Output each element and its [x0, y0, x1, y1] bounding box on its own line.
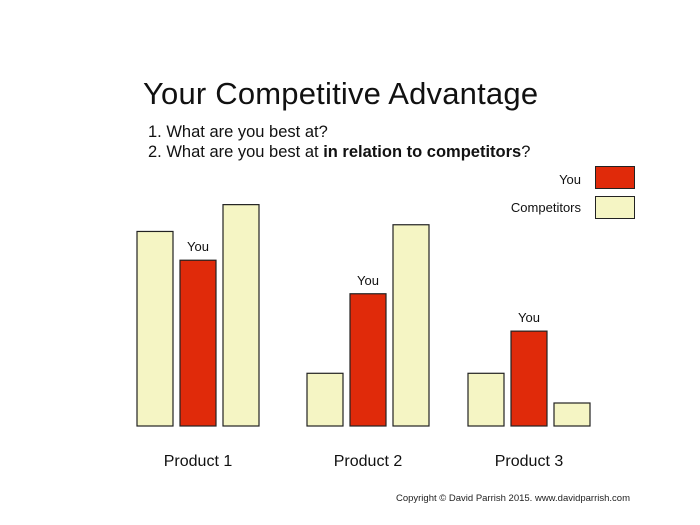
bar-label-you-2: You — [357, 273, 379, 288]
bar-label-you-1: You — [187, 239, 209, 254]
bar-label-you-3: You — [518, 310, 540, 325]
bar-competitor-1 — [222, 204, 260, 427]
bar-you-1 — [179, 259, 217, 427]
bar-competitor-2 — [392, 224, 430, 427]
question-1: 1. What are you best at? — [148, 123, 328, 141]
bar-you-2 — [349, 293, 387, 427]
slide-title: Your Competitive Advantage — [143, 76, 539, 111]
bar-competitor-1 — [136, 230, 174, 427]
bar-you-3 — [510, 330, 548, 427]
question-2-suffix: ? — [521, 143, 531, 161]
category-label-2: Product 2 — [334, 453, 403, 470]
question-2-prefix: 2. What are you best at — [148, 143, 324, 161]
category-label-3: Product 3 — [495, 453, 564, 470]
bar-competitor-3 — [553, 402, 591, 427]
legend-label-competitors: Competitors — [510, 200, 581, 215]
question-2: 2. What are you best at in relation to c… — [148, 142, 530, 162]
question-2-emphasis: in relation to competitors — [323, 143, 522, 161]
copyright-text: Copyright © David Parrish 2015. www.davi… — [395, 493, 630, 504]
bar-competitor-2 — [306, 372, 344, 427]
category-label-1: Product 1 — [164, 453, 233, 470]
legend-label-you: You — [559, 172, 581, 187]
bar-competitor-3 — [467, 372, 505, 427]
legend-swatch-competitors — [595, 196, 635, 219]
question-list: 1. What are you best at? 2. What are you… — [148, 122, 530, 162]
legend-swatch-you — [595, 166, 635, 189]
